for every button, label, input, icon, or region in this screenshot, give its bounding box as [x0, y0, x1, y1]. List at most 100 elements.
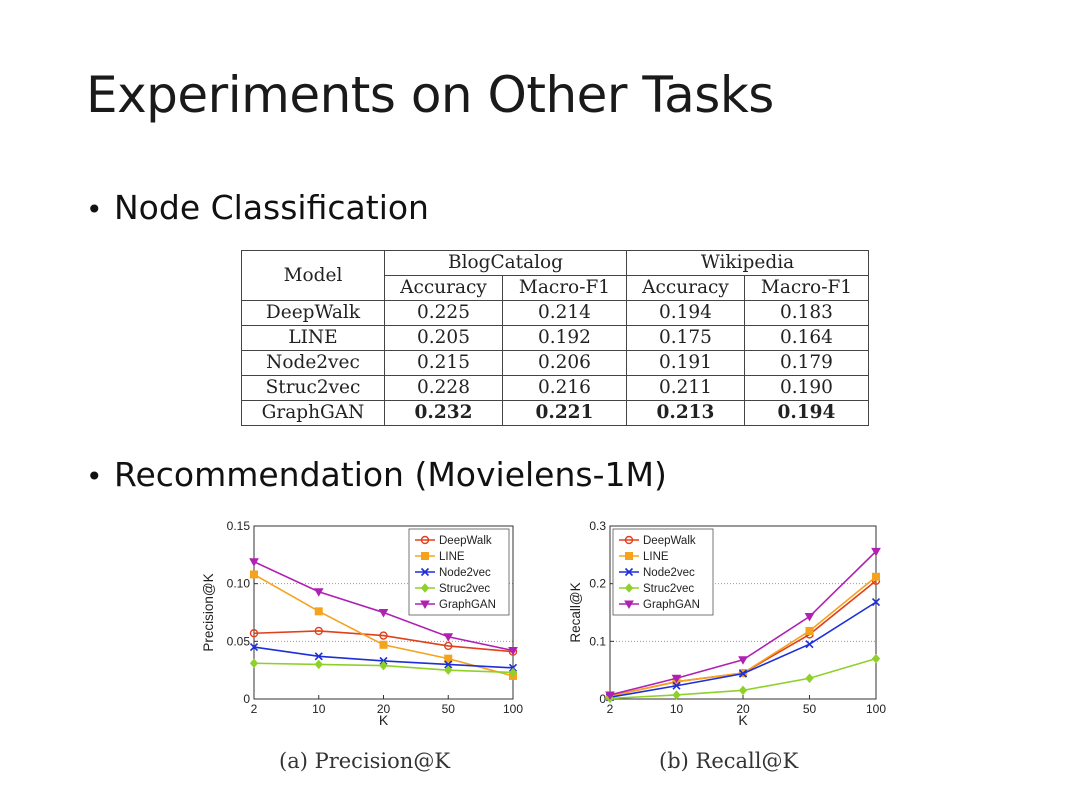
- table-subheader: Accuracy: [384, 275, 503, 301]
- x-tick-label: 100: [866, 702, 886, 716]
- legend-label: DeepWalk: [439, 535, 492, 547]
- data-point: [249, 629, 259, 638]
- data-point: [379, 640, 388, 649]
- y-tick-label: 0.10: [227, 577, 251, 591]
- table-cell-best: 0.232: [384, 400, 503, 426]
- node-classification-table: Model BlogCatalog Wikipedia Accuracy Mac…: [241, 250, 870, 426]
- table-subheader: Macro-F1: [743, 275, 870, 301]
- data-point: [420, 583, 430, 593]
- data-point: [671, 674, 682, 684]
- table-cell: 0.228: [384, 375, 503, 401]
- legend-label: LINE: [643, 551, 669, 563]
- legend-label: Node2vec: [439, 567, 491, 579]
- table-cell: 0.175: [625, 325, 745, 351]
- table-cell: 0.214: [501, 300, 627, 326]
- data-point: [443, 633, 454, 642]
- data-point: [871, 653, 881, 664]
- data-point: [605, 691, 615, 700]
- table-row: LINE 0.205 0.192 0.175 0.164: [241, 325, 870, 351]
- data-point: [871, 547, 881, 557]
- data-point: [314, 626, 323, 636]
- data-point: [444, 665, 453, 675]
- data-point: [805, 673, 814, 683]
- data-point: [624, 535, 634, 545]
- data-point: [314, 652, 323, 661]
- data-point: [444, 654, 453, 663]
- x-tick-label: 50: [803, 702, 817, 716]
- data-point: [624, 600, 634, 610]
- y-tick-label: 0.2: [589, 577, 606, 591]
- table-cell: 0.216: [501, 375, 627, 401]
- series-line: [609, 601, 877, 699]
- legend: DeepWalk LINE Node2vec Struc2vec GraphGAN: [612, 528, 714, 616]
- table-header-model: Model: [241, 250, 385, 301]
- bullet-text: Node Classification: [114, 188, 429, 227]
- legend-label: Struc2vec: [643, 583, 694, 595]
- y-tick-label: 0.1: [589, 634, 606, 648]
- table-header-blogcatalog: BlogCatalog: [384, 250, 627, 276]
- table-cell: 0.179: [743, 350, 870, 376]
- data-point: [249, 658, 259, 669]
- data-point: [420, 567, 430, 577]
- table-row-best: GraphGAN 0.232 0.221 0.213 0.194: [241, 400, 870, 426]
- table-row: DeepWalk 0.225 0.214 0.194 0.183: [241, 300, 870, 326]
- table-cell-model: LINE: [241, 325, 385, 351]
- table-cell-best: 0.221: [501, 400, 627, 426]
- x-axis-label: K: [379, 712, 389, 728]
- table-row: Node2vec 0.215 0.206 0.191 0.179: [241, 350, 870, 376]
- table-cell: 0.190: [743, 375, 870, 401]
- data-point: [738, 685, 748, 696]
- series-struc2vec: [249, 658, 518, 678]
- y-axis-label: Recall@K: [568, 582, 583, 642]
- data-point: [871, 598, 881, 607]
- data-point: [378, 609, 389, 618]
- precision-at-k-chart: 0 0.05 0.10 0.15 2 10 20 50 100 K Precision@K DeepW…: [201, 519, 523, 728]
- data-point: [508, 667, 518, 678]
- table-cell: 0.211: [625, 375, 745, 401]
- x-tick-label: 20: [377, 702, 391, 716]
- table-cell: 0.194: [625, 300, 745, 326]
- bullet-text: Recommendation (Movielens-1M): [114, 455, 667, 494]
- data-point: [313, 588, 324, 597]
- series-line: [253, 630, 514, 653]
- y-axis-label: Precision@K: [201, 573, 216, 651]
- y-tick-label: 0.3: [589, 519, 606, 533]
- legend: DeepWalk LINE Node2vec Struc2vec GraphGAN: [408, 528, 510, 616]
- data-point: [805, 626, 814, 635]
- x-tick-label: 2: [251, 702, 258, 716]
- x-tick-label: 2: [607, 702, 614, 716]
- data-point: [379, 660, 388, 671]
- x-tick-label: 10: [670, 702, 684, 716]
- legend-label: Node2vec: [643, 567, 695, 579]
- legend-label: GraphGAN: [643, 599, 700, 611]
- data-point: [738, 656, 748, 665]
- data-point: [314, 659, 323, 670]
- x-tick-label: 10: [312, 702, 326, 716]
- data-point: [314, 607, 323, 616]
- table-cell-model: Node2vec: [241, 350, 385, 376]
- series-line: [250, 570, 517, 680]
- data-point: [804, 613, 815, 622]
- table-row: Struc2vec 0.228 0.216 0.211 0.190: [241, 375, 870, 401]
- slide-title: Experiments on Other Tasks: [86, 66, 774, 124]
- table-cell-best: 0.213: [625, 400, 745, 426]
- legend-label: DeepWalk: [643, 535, 696, 547]
- data-point: [249, 643, 259, 652]
- data-point: [672, 690, 681, 700]
- data-point: [508, 647, 518, 656]
- x-tick-label: 100: [503, 702, 523, 716]
- legend-label: GraphGAN: [439, 599, 496, 611]
- table-cell-model: Struc2vec: [241, 375, 385, 401]
- data-point: [872, 572, 880, 581]
- series-graphgan: [249, 558, 518, 656]
- table-cell: 0.225: [384, 300, 503, 326]
- table-cell: 0.191: [625, 350, 745, 376]
- x-axis-label: K: [738, 712, 748, 728]
- table-cell-model: DeepWalk: [241, 300, 385, 326]
- table-cell: 0.164: [743, 325, 870, 351]
- recall-at-k-chart: 0 0.1 0.2 0.3 2 10 20 50 100 K Recall@K DeepWalk LIN…: [568, 519, 886, 728]
- data-point: [738, 669, 748, 678]
- y-tick-label: 0.15: [227, 519, 251, 533]
- bullet-dot: •: [86, 460, 103, 493]
- x-tick-label: 50: [442, 702, 456, 716]
